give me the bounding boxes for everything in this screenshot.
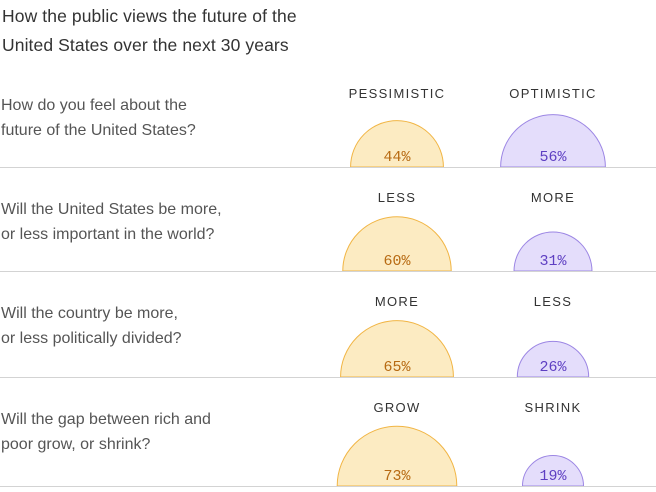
question-text-line: Will the United States be more, <box>1 201 222 218</box>
left-category-label: LESS <box>378 190 416 205</box>
right-value-label: 56% <box>539 149 567 166</box>
left-semicircle <box>342 216 452 272</box>
chart-title-line-1: How the public views the future of the <box>2 6 297 26</box>
left-semicircle <box>340 320 454 378</box>
question-text-line: future of the United States? <box>1 122 196 139</box>
question-text-line: Will the gap between rich and <box>1 411 211 428</box>
right-value-label: 31% <box>539 253 567 270</box>
right-semicircle <box>521 455 585 487</box>
question-row: Will the gap between rich and poor grow, … <box>0 400 656 487</box>
chart-title: How the public views the future of the U… <box>2 2 422 60</box>
question-text-line: or less politically divided? <box>1 330 182 347</box>
left-value-label: 44% <box>383 149 411 166</box>
question-text-line: How do you feel about the <box>1 97 187 114</box>
question-row: Will the United States be more, or less i… <box>0 190 656 272</box>
right-value-label: 19% <box>539 468 567 485</box>
left-category-label: GROW <box>373 400 420 415</box>
left-value-label: 65% <box>383 359 411 376</box>
right-semicircle <box>513 231 593 272</box>
left-category-label: PESSIMISTIC <box>349 86 446 101</box>
question-row: Will the country be more, or less politic… <box>0 294 656 378</box>
right-semicircle <box>516 340 590 378</box>
left-semicircle <box>336 425 458 487</box>
left-semicircle <box>350 120 444 168</box>
right-category-label: MORE <box>531 190 575 205</box>
right-category-label: LESS <box>534 294 572 309</box>
left-value-label: 60% <box>383 253 411 270</box>
right-semicircle <box>500 114 606 168</box>
left-value-label: 73% <box>383 468 411 485</box>
question-text-line: Will the country be more, <box>1 305 178 322</box>
question-row: How do you feel about the future of the U… <box>0 86 656 168</box>
right-value-label: 26% <box>539 359 567 376</box>
question-text-line: or less important in the world? <box>1 226 215 243</box>
right-category-label: SHRINK <box>525 400 582 415</box>
left-category-label: MORE <box>375 294 419 309</box>
chart-title-line-2: United States over the next 30 years <box>2 35 289 55</box>
question-text-line: poor grow, or shrink? <box>1 436 151 453</box>
right-category-label: OPTIMISTIC <box>509 86 596 101</box>
